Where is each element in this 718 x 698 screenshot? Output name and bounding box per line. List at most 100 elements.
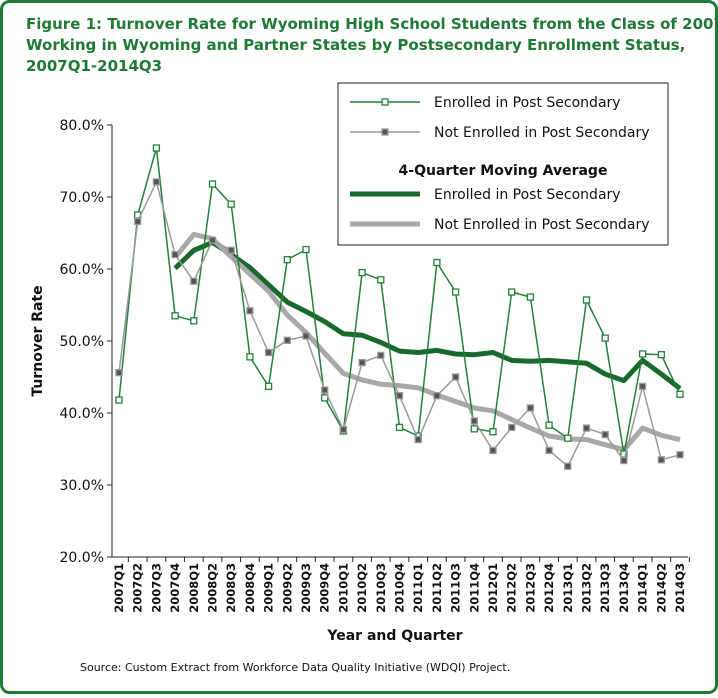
x-tick-label: 2014Q3 <box>673 563 687 613</box>
x-tick-label: 2013Q4 <box>617 563 631 613</box>
x-tick-label: 2007Q1 <box>112 563 126 613</box>
data-point <box>470 417 478 425</box>
x-tick-label: 2009Q1 <box>262 563 276 613</box>
data-point <box>134 217 142 226</box>
data-point <box>152 144 161 152</box>
data-point <box>227 246 235 254</box>
chart-title: 2007Q1-2014Q3 <box>26 57 162 75</box>
data-point <box>190 277 198 285</box>
data-point <box>638 350 647 358</box>
y-tick-label: 40.0% <box>60 406 104 422</box>
x-tick-label: 2010Q1 <box>336 563 350 613</box>
data-point <box>676 390 684 398</box>
legend-label: Enrolled in Post Secondary <box>434 95 621 111</box>
y-tick-label: 60.0% <box>60 262 104 278</box>
x-tick-label: 2011Q4 <box>467 563 481 613</box>
data-point <box>526 404 535 412</box>
data-point <box>264 382 273 391</box>
data-point <box>339 425 348 434</box>
data-point <box>526 293 535 301</box>
chart-title: Figure 1: Turnover Rate for Wyoming High… <box>26 15 718 33</box>
legend-label: Enrolled in Post Secondary <box>434 187 621 203</box>
x-tick-label: 2009Q4 <box>318 563 332 613</box>
x-tick-label: 2012Q4 <box>542 563 556 613</box>
data-point <box>152 178 161 186</box>
x-tick-label: 2012Q3 <box>523 563 537 613</box>
data-point <box>395 392 404 400</box>
x-tick-label: 2008Q2 <box>206 563 220 613</box>
data-point <box>321 386 329 394</box>
data-point <box>377 351 385 360</box>
x-tick-label: 2010Q3 <box>374 563 388 613</box>
data-point <box>171 250 179 259</box>
legend-label: Not Enrolled in Post Secondary <box>434 217 650 233</box>
data-point <box>395 423 404 432</box>
x-tick-label: 2010Q4 <box>393 563 407 613</box>
data-point <box>489 446 497 455</box>
x-tick-label: 2008Q1 <box>187 563 201 613</box>
series-line <box>173 231 681 453</box>
y-tick-label: 50.0% <box>60 334 104 350</box>
x-tick-label: 2007Q2 <box>131 563 145 613</box>
data-point <box>433 392 441 400</box>
data-point <box>638 382 647 391</box>
data-point <box>433 258 441 267</box>
legend-box <box>337 82 669 246</box>
data-point <box>171 312 179 320</box>
data-point <box>451 288 460 296</box>
x-tick-label: 2013Q1 <box>561 563 575 613</box>
data-point <box>657 351 665 359</box>
x-tick-label: 2010Q2 <box>355 563 369 613</box>
data-point <box>115 396 123 404</box>
data-point <box>377 276 385 284</box>
data-point <box>601 334 609 342</box>
legend-heading: 4-Quarter Moving Average <box>399 163 608 179</box>
data-point <box>601 430 609 439</box>
legend-label: Not Enrolled in Post Secondary <box>434 125 650 141</box>
y-tick-label: 30.0% <box>60 478 104 494</box>
x-tick-label: 2013Q2 <box>580 563 594 613</box>
data-point <box>414 435 422 444</box>
data-point <box>657 456 665 464</box>
data-point <box>208 236 217 244</box>
x-tick-label: 2011Q2 <box>430 563 444 613</box>
x-tick-label: 2008Q3 <box>224 563 238 613</box>
x-tick-label: 2012Q2 <box>505 563 519 613</box>
x-tick-label: 2011Q3 <box>449 563 463 613</box>
x-tick-label: 2013Q3 <box>598 563 612 613</box>
data-point <box>508 288 516 296</box>
data-point <box>246 307 254 315</box>
x-tick-label: 2009Q3 <box>299 563 313 613</box>
data-point <box>283 336 291 344</box>
data-point <box>302 245 310 254</box>
data-point <box>508 423 516 432</box>
data-point <box>115 369 123 377</box>
data-point <box>545 421 553 429</box>
chart-title: Working in Wyoming and Partner States by… <box>26 36 685 54</box>
y-axis-label: Turnover Rate <box>30 285 46 396</box>
data-point <box>489 428 497 436</box>
data-point <box>358 358 366 367</box>
x-tick-label: 2007Q4 <box>168 563 182 613</box>
y-tick-label: 80.0% <box>60 118 104 134</box>
data-point <box>302 332 310 340</box>
x-tick-label: 2011Q1 <box>411 563 425 613</box>
x-tick-label: 2009Q2 <box>280 563 294 613</box>
data-point <box>564 462 572 470</box>
source: Source: Custom Extract from Workforce Da… <box>80 661 510 674</box>
data-point <box>470 425 478 433</box>
data-point <box>620 456 628 465</box>
data-point <box>676 451 684 459</box>
data-point <box>451 373 460 381</box>
x-tick-label: 2014Q1 <box>636 563 650 613</box>
x-tick-label: 2008Q4 <box>243 563 257 613</box>
x-tick-label: 2012Q1 <box>486 563 500 613</box>
data-point <box>358 268 366 277</box>
x-axis-label: Year and Quarter <box>326 628 462 644</box>
data-point <box>246 353 254 361</box>
legend-marker <box>381 98 389 106</box>
data-point <box>582 296 591 304</box>
y-tick-label: 20.0% <box>60 550 104 566</box>
